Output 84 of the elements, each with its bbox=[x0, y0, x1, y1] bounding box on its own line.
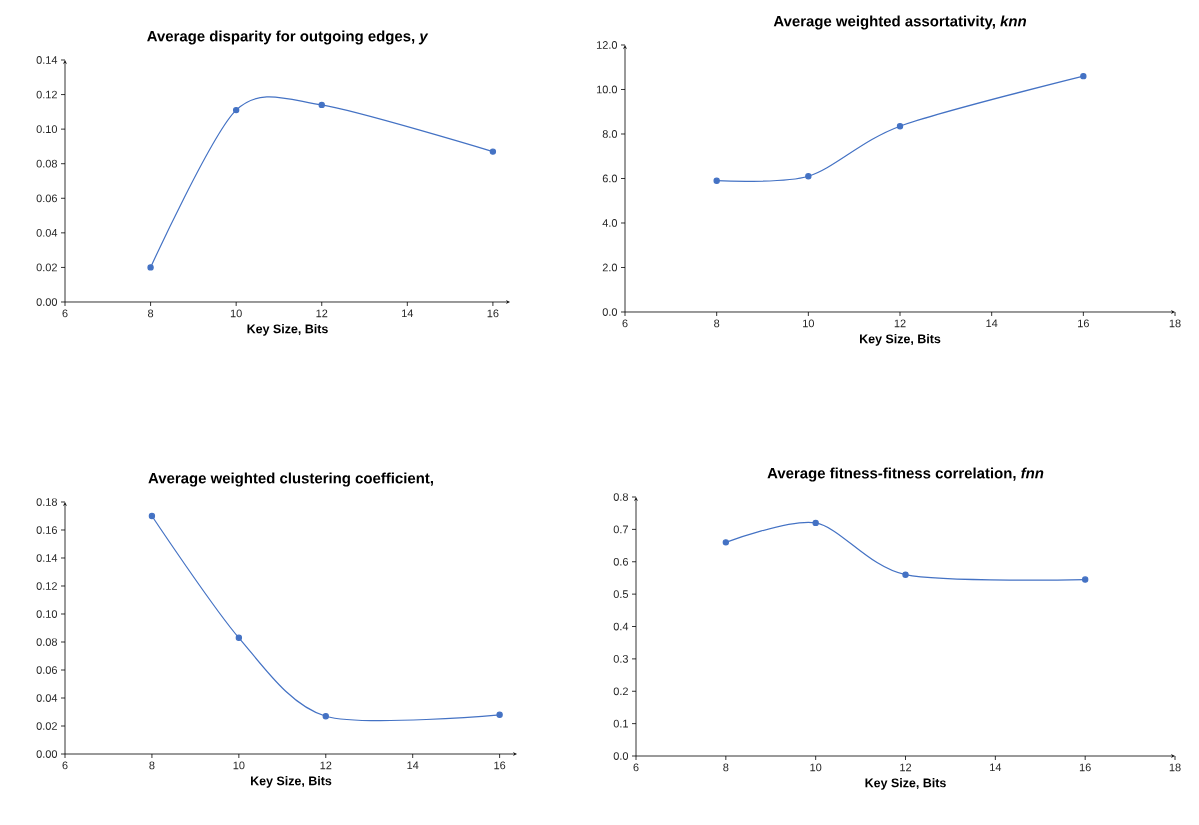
point bbox=[148, 512, 156, 520]
point bbox=[896, 123, 904, 130]
point bbox=[805, 173, 812, 180]
point bbox=[1080, 72, 1087, 80]
x-tick-label: 10 bbox=[233, 761, 245, 770]
y-tick-label: 0.14 bbox=[36, 56, 58, 64]
y-tick-label: 0.5 bbox=[613, 590, 629, 599]
y-tick-label: 2.0 bbox=[602, 263, 618, 272]
point bbox=[1081, 576, 1089, 583]
x-tick-label: 8 bbox=[723, 763, 729, 772]
x-axis-title: Key Size, Bits bbox=[251, 776, 332, 788]
y-tick-label: 0.18 bbox=[36, 498, 57, 506]
x-tick-label: 12 bbox=[894, 319, 906, 328]
point bbox=[722, 539, 730, 546]
x-tick-label: 8 bbox=[714, 319, 720, 328]
x-tick-label: 16 bbox=[487, 309, 499, 318]
x-axis-title: Key Size, Bits bbox=[247, 324, 328, 336]
x-tick-label: 10 bbox=[810, 763, 822, 772]
y-tick-label: 0.02 bbox=[36, 722, 57, 730]
x-tick-label: 6 bbox=[62, 309, 68, 318]
y-tick-label: 0.12 bbox=[36, 582, 57, 590]
y-tick-label: 0.06 bbox=[36, 194, 57, 203]
x-axis-title: Key Size, Bits bbox=[860, 334, 941, 346]
x-tick-label: 8 bbox=[149, 761, 155, 770]
x-tick-label: 12 bbox=[316, 309, 328, 318]
point bbox=[812, 519, 819, 527]
y-tick-label: 0.02 bbox=[36, 263, 57, 272]
x-tick-label: 14 bbox=[986, 319, 998, 328]
x-tick-label: 12 bbox=[320, 761, 332, 770]
y-tick-label: 0.10 bbox=[36, 125, 58, 134]
y-tick-label: 0.0 bbox=[613, 752, 629, 760]
x-tick-label: 18 bbox=[1169, 319, 1181, 328]
x-tick-label: 16 bbox=[1079, 763, 1091, 772]
point bbox=[489, 148, 497, 155]
y-tick-label: 0.7 bbox=[613, 525, 628, 534]
y-tick-label: 0.4 bbox=[613, 622, 629, 631]
y-tick-label: 0.12 bbox=[36, 90, 57, 99]
y-tick-label: 8.0 bbox=[602, 130, 618, 138]
x-tick-label: 8 bbox=[148, 309, 154, 318]
y-tick-label: 0.16 bbox=[36, 526, 57, 534]
y-tick-label: 0.04 bbox=[36, 694, 58, 702]
y-tick-label: 0.1 bbox=[613, 719, 628, 728]
point bbox=[902, 571, 909, 578]
x-tick-label: 16 bbox=[1078, 319, 1089, 328]
y-tick-label: 4.0 bbox=[602, 219, 618, 227]
x-tick-label: 14 bbox=[407, 761, 419, 770]
y-tick-label: 0.10 bbox=[36, 610, 58, 618]
x-axis-title: Key Size, Bits bbox=[865, 778, 946, 790]
x-tick-label: 6 bbox=[62, 761, 68, 770]
y-tick-label: 0.8 bbox=[613, 493, 628, 501]
point bbox=[318, 101, 325, 109]
y-tick-label: 12.0 bbox=[596, 41, 618, 49]
point bbox=[496, 711, 503, 718]
y-tick-label: 0.08 bbox=[36, 638, 57, 646]
point bbox=[322, 713, 329, 720]
point bbox=[147, 264, 154, 271]
x-tick-label: 12 bbox=[900, 763, 912, 772]
point bbox=[713, 177, 720, 184]
x-tick-label: 14 bbox=[990, 763, 1002, 772]
point bbox=[235, 634, 243, 641]
chart-title: Average disparity for outgoing edges, y bbox=[147, 30, 429, 45]
x-tick-label: 16 bbox=[494, 761, 506, 770]
y-tick-label: 0.08 bbox=[36, 159, 57, 168]
x-tick-label: 18 bbox=[1169, 763, 1181, 772]
chart-title: Average weighted assortativity, knn bbox=[773, 15, 1027, 30]
y-tick-label: 0.04 bbox=[36, 228, 58, 237]
y-tick-label: 10.0 bbox=[596, 85, 618, 94]
y-tick-label: 0.06 bbox=[36, 666, 57, 674]
x-tick-label: 10 bbox=[803, 319, 814, 328]
x-tick-label: 10 bbox=[230, 309, 242, 318]
chart-title: Average weighted clustering coefficient, bbox=[148, 472, 433, 487]
y-tick-label: 0.0 bbox=[602, 308, 618, 316]
y-tick-label: 0.6 bbox=[613, 557, 628, 566]
x-tick-label: 6 bbox=[622, 319, 628, 328]
y-tick-label: 0.00 bbox=[36, 750, 58, 758]
y-tick-label: 0.2 bbox=[613, 687, 628, 696]
x-tick-label: 6 bbox=[633, 763, 639, 772]
y-tick-label: 0.14 bbox=[36, 554, 58, 562]
point bbox=[232, 106, 240, 114]
y-tick-label: 0.00 bbox=[36, 298, 58, 306]
chart-title: Average fitness-fitness correlation, fnn bbox=[767, 467, 1044, 482]
y-tick-label: 6.0 bbox=[602, 174, 618, 183]
x-tick-label: 14 bbox=[402, 309, 414, 318]
y-tick-label: 0.3 bbox=[613, 655, 628, 663]
